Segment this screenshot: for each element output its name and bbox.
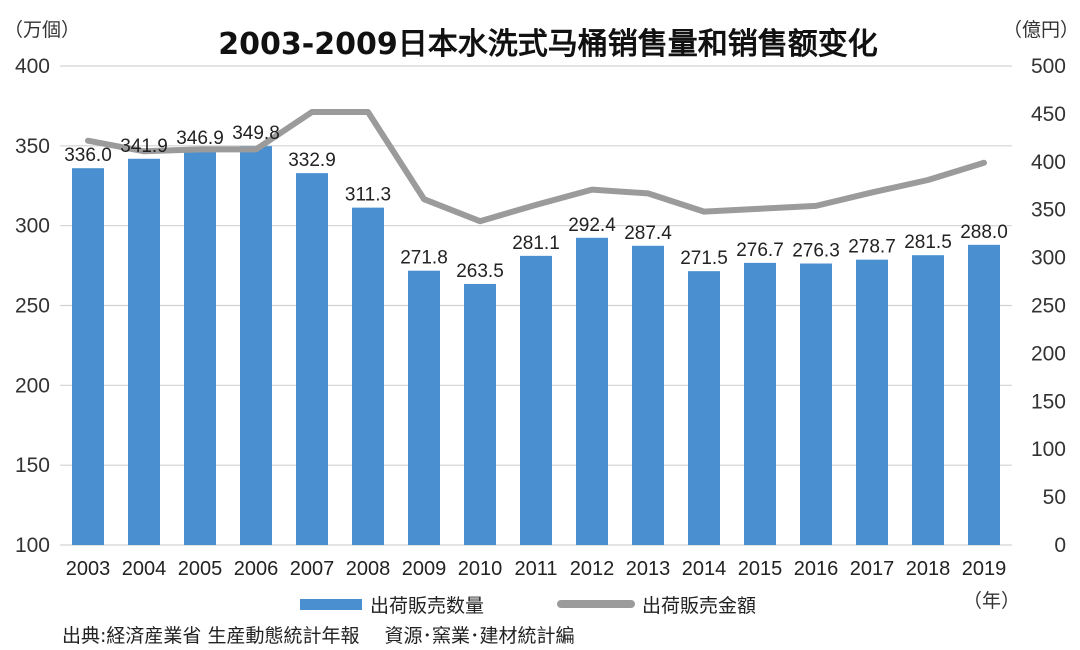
right-tick-label: 200 (1031, 342, 1066, 365)
data-label-2007: 332.9 (288, 150, 336, 171)
right-tick-label: 100 (1031, 438, 1066, 461)
x-tick-label-2005: 2005 (178, 558, 223, 580)
line-series (85, 108, 987, 225)
x-axis-unit: （年） (963, 590, 1020, 612)
data-label-2013: 287.4 (624, 223, 672, 244)
source-note: 出典:経済産業省 生産動態統計年報 資源･窯業･建材統計編 (62, 625, 574, 647)
x-tick-label-2016: 2016 (794, 558, 839, 580)
data-labels: 336.0 341.9 346.9 349.8 332.9 311.3 271.8 263.5… (64, 123, 1008, 282)
x-axis-ticks: 2003 2004 2005 2006 2007 2008 2009 2010 2011 2012… (66, 558, 1007, 580)
legend: 出荷販売数量 出荷販売金額 (300, 595, 756, 617)
x-tick-label-2015: 2015 (738, 558, 783, 580)
data-label-2016: 276.3 (792, 241, 840, 262)
data-label-2018: 281.5 (904, 232, 952, 253)
bar-2013 (632, 245, 664, 545)
left-tick-label: 150 (15, 454, 50, 477)
legend-label-bar: 出荷販売数量 (370, 595, 484, 617)
x-tick-label-2012: 2012 (570, 558, 615, 580)
left-axis-ticks: 100 150 200 250 300 350 400 (15, 55, 50, 557)
line-sales-amount (85, 108, 987, 225)
x-tick-label-2003: 2003 (66, 558, 111, 580)
x-tick-label-2004: 2004 (122, 558, 167, 580)
right-tick-label: 0 (1054, 534, 1066, 557)
right-tick-label: 150 (1031, 390, 1066, 413)
right-axis-unit: （億円） (1003, 19, 1079, 41)
bar-2012 (576, 237, 608, 545)
data-label-2012: 292.4 (568, 215, 616, 236)
x-tick-label-2009: 2009 (402, 558, 447, 580)
x-tick-label-2018: 2018 (906, 558, 951, 580)
right-tick-label: 300 (1031, 247, 1066, 270)
bar-2016 (800, 263, 832, 545)
right-tick-label: 400 (1031, 151, 1066, 174)
data-label-2014: 271.5 (680, 248, 728, 269)
right-axis-ticks: 0 50 100 150 200 250 300 350 400 450 500 (1031, 55, 1066, 557)
left-tick-label: 350 (15, 135, 50, 158)
bar-2015 (744, 262, 776, 545)
data-label-2015: 276.7 (736, 240, 784, 261)
left-axis-unit: （万個） (4, 19, 80, 41)
bar-2003 (72, 168, 104, 546)
x-tick-label-2014: 2014 (682, 558, 727, 580)
x-tick-label-2006: 2006 (234, 558, 279, 580)
data-label-2008: 311.3 (345, 185, 391, 206)
bar-2017 (856, 259, 888, 545)
data-label-2019: 288.0 (960, 222, 1008, 243)
x-tick-label-2007: 2007 (290, 558, 335, 580)
bar-2008 (352, 207, 384, 545)
bar-2009 (408, 270, 440, 545)
left-tick-label: 200 (15, 374, 50, 397)
bar-2018 (912, 255, 944, 545)
legend-label-line: 出荷販売金額 (642, 595, 756, 617)
right-tick-label: 450 (1031, 103, 1066, 126)
right-tick-label: 350 (1031, 199, 1066, 222)
data-label-2017: 278.7 (848, 237, 896, 258)
right-tick-label: 50 (1043, 486, 1066, 509)
x-tick-label-2017: 2017 (850, 558, 895, 580)
right-tick-label: 250 (1031, 295, 1066, 318)
chart-title: 2003-2009日本水洗式马桶销售量和销售额变化 (218, 27, 877, 62)
bar-2019 (968, 244, 1000, 545)
data-label-2009: 271.8 (400, 248, 448, 269)
bar-2011 (520, 255, 552, 545)
data-label-2003: 336.0 (64, 145, 112, 166)
left-tick-label: 300 (15, 215, 50, 238)
bar-2004 (128, 158, 160, 545)
right-tick-label: 500 (1031, 55, 1066, 78)
x-tick-label-2008: 2008 (346, 558, 391, 580)
x-tick-label-2019: 2019 (962, 558, 1007, 580)
legend-swatch-bar (300, 599, 362, 610)
bar-2005 (184, 150, 216, 545)
left-tick-label: 100 (15, 534, 50, 557)
bar-series (72, 146, 1000, 546)
bar-2007 (296, 173, 328, 545)
left-tick-label: 400 (15, 55, 50, 78)
bar-2014 (688, 271, 720, 545)
data-label-2011: 281.1 (512, 233, 560, 254)
bar-2006 (240, 146, 272, 546)
data-label-2005: 346.9 (176, 128, 224, 149)
data-label-2010: 263.5 (456, 261, 504, 282)
data-label-2006: 349.8 (232, 123, 280, 144)
x-tick-label-2011: 2011 (514, 558, 557, 580)
left-tick-label: 250 (15, 295, 50, 318)
data-label-2004: 341.9 (120, 136, 168, 157)
x-tick-label-2013: 2013 (626, 558, 671, 580)
bar-2010 (464, 283, 496, 545)
x-tick-label-2010: 2010 (458, 558, 503, 580)
